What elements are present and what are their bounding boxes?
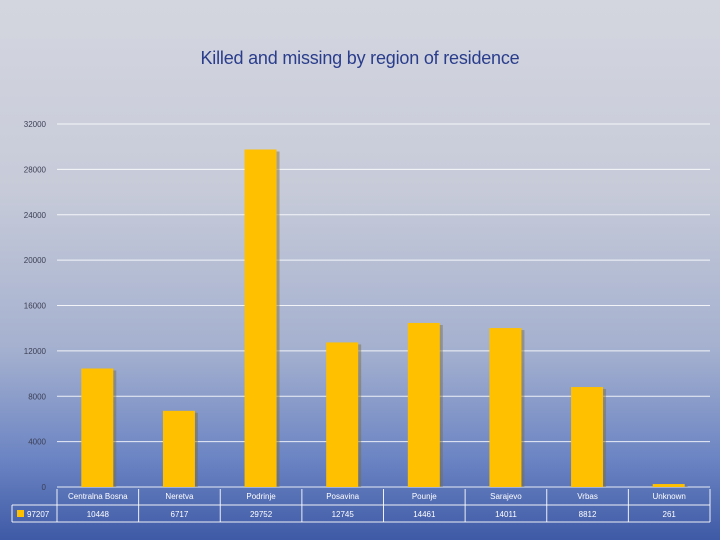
bar	[652, 484, 685, 487]
data-label: 6717	[171, 510, 189, 519]
y-tick-label: 16000	[24, 302, 47, 311]
y-tick-label: 20000	[24, 256, 47, 265]
bar	[244, 149, 277, 488]
y-tick-label: 24000	[24, 211, 47, 220]
chart-title: Killed and missing by region of residenc…	[200, 48, 520, 68]
data-label: 8812	[579, 510, 597, 519]
data-table: Centralna Bosna 10448 Neretva 6717 Podrinje 2…	[11, 489, 711, 523]
category-label: Sarajevo	[490, 492, 522, 501]
data-label: 14011	[495, 510, 517, 519]
bar	[81, 368, 114, 487]
data-label: 261	[663, 510, 677, 519]
data-label: 10448	[87, 510, 110, 519]
y-tick-label: 4000	[28, 438, 46, 447]
y-tick-label: 32000	[24, 120, 47, 129]
bar	[407, 322, 440, 487]
bar	[489, 328, 522, 487]
y-tick-label: 12000	[24, 347, 47, 356]
data-label: 29752	[250, 510, 273, 519]
y-axis-ticks: 0 4000 8000 12000 16000 20000 24000 28000 32000	[24, 120, 47, 492]
data-label: 12745	[332, 510, 355, 519]
category-label: Neretva	[165, 492, 194, 501]
category-label: Pounje	[412, 492, 437, 501]
data-label: 14461	[413, 510, 436, 519]
legend-swatch	[17, 510, 24, 517]
y-tick-label: 28000	[24, 165, 47, 174]
category-label: Vrbas	[577, 492, 598, 501]
category-label: Podrinje	[246, 492, 276, 501]
y-tick-label: 0	[42, 483, 47, 492]
category-label: Posavina	[326, 492, 359, 501]
bars	[81, 149, 688, 488]
category-label: Centralna Bosna	[68, 492, 128, 501]
gridlines	[57, 123, 710, 488]
category-label: Unknown	[653, 492, 686, 501]
bar	[326, 342, 359, 487]
legend-label: 97207	[27, 510, 50, 519]
bar	[571, 387, 604, 487]
bar	[162, 410, 195, 487]
y-tick-label: 8000	[28, 392, 46, 401]
